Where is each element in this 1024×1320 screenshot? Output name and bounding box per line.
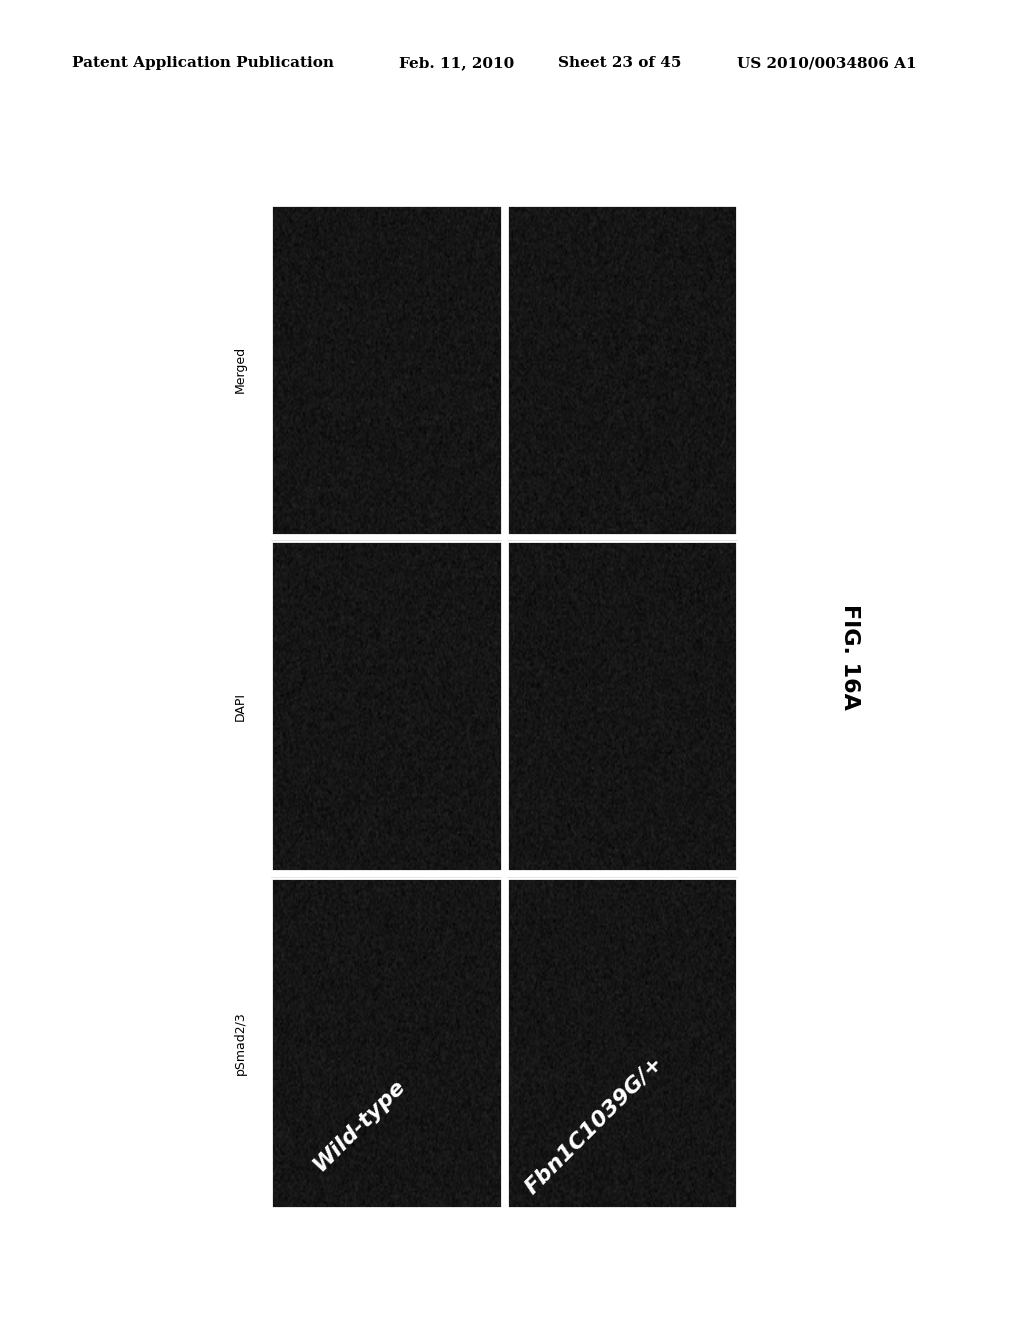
Bar: [271, 541, 502, 871]
Text: Fbn1C1039G/+: Fbn1C1039G/+: [521, 1052, 668, 1199]
Bar: [271, 878, 502, 1208]
Text: Patent Application Publication: Patent Application Publication: [72, 57, 334, 70]
Text: pSmad2/3: pSmad2/3: [234, 1011, 247, 1074]
Text: Feb. 11, 2010: Feb. 11, 2010: [399, 57, 515, 70]
Bar: [507, 878, 737, 1208]
Text: Sheet 23 of 45: Sheet 23 of 45: [558, 57, 681, 70]
Bar: [507, 541, 737, 871]
Text: DAPI: DAPI: [234, 692, 247, 721]
Text: Merged: Merged: [234, 346, 247, 393]
Text: FIG. 16A: FIG. 16A: [840, 603, 860, 710]
Text: US 2010/0034806 A1: US 2010/0034806 A1: [737, 57, 916, 70]
Bar: [271, 205, 502, 535]
Text: Wild-type: Wild-type: [309, 1076, 409, 1175]
Bar: [507, 205, 737, 535]
